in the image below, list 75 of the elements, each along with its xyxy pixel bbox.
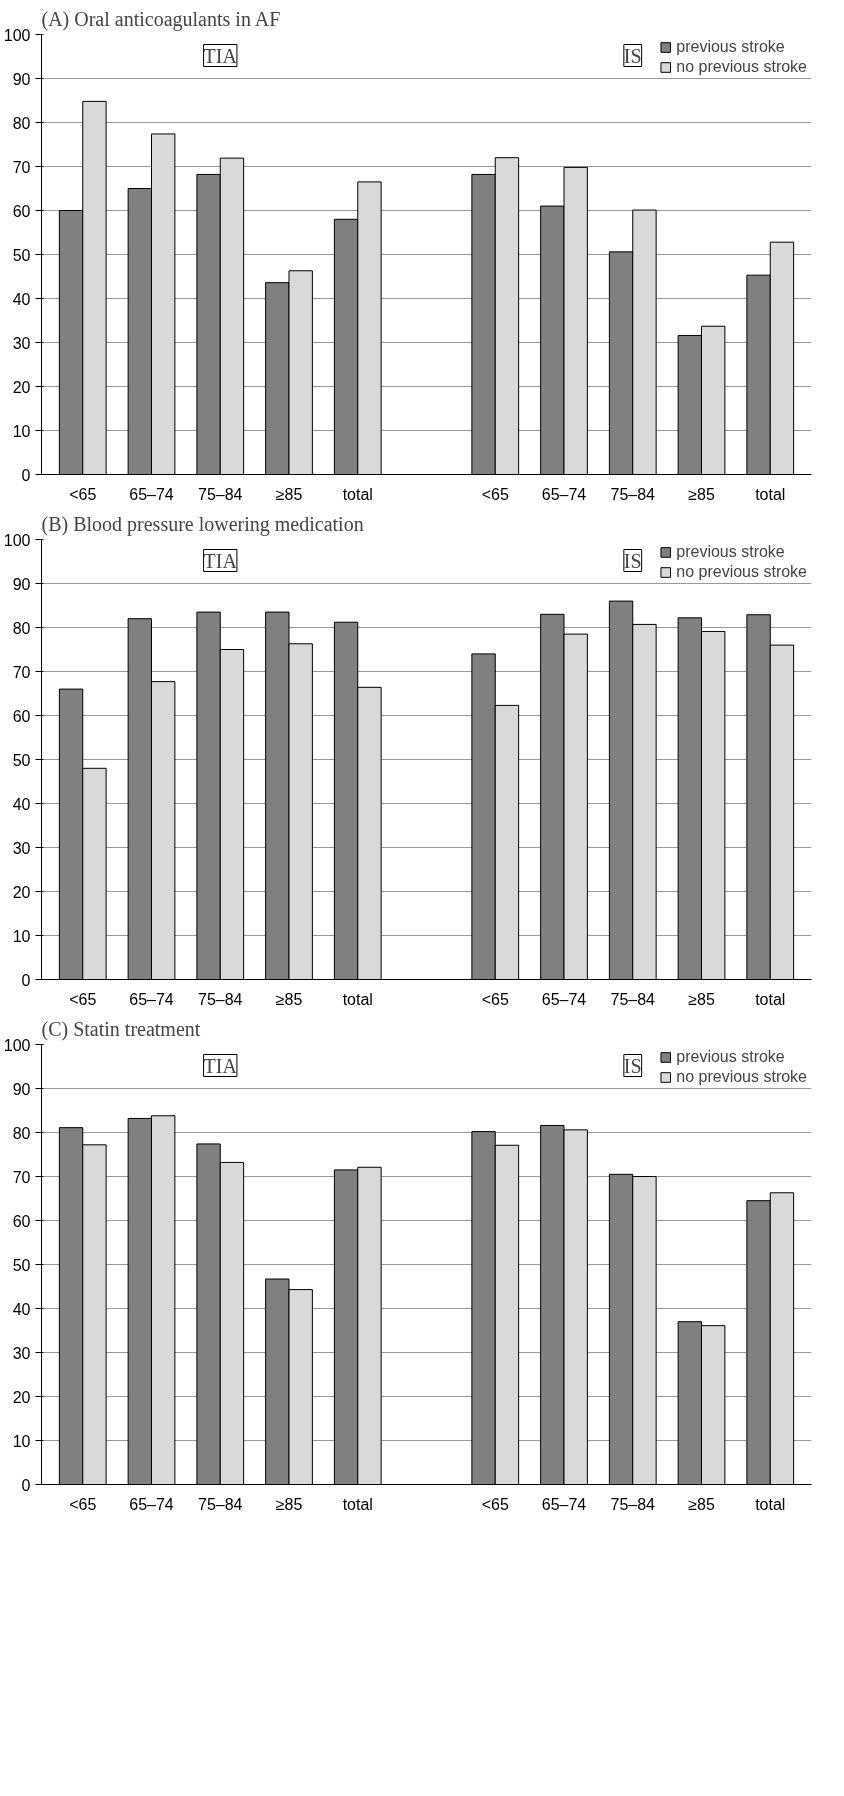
x-tick-label: <65 — [481, 1495, 509, 1513]
y-tick-label: 40 — [12, 1300, 31, 1318]
y-tick-label: 30 — [12, 839, 31, 857]
y-tick-label: 70 — [12, 1168, 31, 1186]
y-tick-label: 40 — [12, 290, 31, 308]
x-tick-label: 65–74 — [541, 1495, 587, 1513]
y-tick-label: 30 — [12, 334, 31, 352]
x-tick-label: ≥85 — [688, 990, 715, 1008]
legend-label: no previous stroke — [676, 58, 807, 76]
y-tick-label: 0 — [21, 466, 31, 484]
y-tick-label: 50 — [12, 751, 31, 769]
x-tick-label: ≥85 — [275, 485, 303, 503]
y-tick-label: 0 — [21, 1476, 31, 1494]
legend-label: previous stroke — [676, 1048, 785, 1066]
x-tick-label: ≥85 — [688, 1495, 715, 1513]
y-tick-label: 50 — [12, 1256, 31, 1274]
y-tick-label: 80 — [12, 1124, 31, 1142]
x-tick-label: total — [755, 990, 786, 1008]
legend-label: no previous stroke — [676, 563, 807, 581]
x-tick-label: 65–74 — [129, 485, 174, 503]
y-tick-label: 100 — [3, 531, 31, 549]
y-tick-label: 0 — [21, 971, 31, 989]
y-tick-label: 90 — [12, 1080, 31, 1098]
annotation: IS — [623, 549, 642, 572]
chart-title: (C) Statin treatment — [41, 1017, 201, 1041]
y-tick-label: 40 — [12, 795, 31, 813]
y-tick-label: 90 — [12, 575, 31, 593]
legend-label: previous stroke — [676, 543, 785, 561]
y-tick-label: 90 — [12, 70, 31, 88]
y-tick-label: 70 — [12, 663, 31, 681]
x-tick-label: 75–84 — [610, 990, 656, 1008]
annotation: IS — [623, 44, 642, 67]
y-tick-label: 80 — [12, 114, 31, 132]
y-tick-label: 80 — [12, 619, 31, 637]
x-tick-label: total — [342, 485, 373, 503]
chart-title: (A) Oral anticoagulants in AF — [41, 7, 281, 31]
x-tick-label: <65 — [69, 990, 97, 1008]
chart-title: (B) Blood pressure lowering medication — [41, 512, 364, 536]
y-tick-label: 10 — [12, 422, 31, 440]
y-tick-label: 30 — [12, 1344, 31, 1362]
x-tick-label: 65–74 — [541, 990, 587, 1008]
y-tick-label: 20 — [12, 1388, 31, 1406]
x-tick-label: total — [342, 990, 373, 1008]
y-tick-label: 20 — [12, 378, 31, 396]
x-tick-label: <65 — [481, 485, 509, 503]
y-tick-label: 20 — [12, 883, 31, 901]
x-tick-label: 75–84 — [610, 1495, 656, 1513]
x-tick-label: 65–74 — [541, 485, 587, 503]
y-tick-label: 10 — [12, 927, 31, 945]
legend-label: no previous stroke — [676, 1068, 807, 1086]
y-tick-label: 50 — [12, 246, 31, 264]
y-tick-label: 60 — [12, 1212, 31, 1230]
x-tick-label: total — [755, 485, 786, 503]
annotation: IS — [623, 1054, 642, 1077]
x-tick-label: total — [755, 1495, 786, 1513]
x-tick-label: 75–84 — [198, 485, 243, 503]
x-tick-label: 75–84 — [198, 1495, 243, 1513]
x-tick-label: 65–74 — [129, 990, 174, 1008]
y-tick-label: 70 — [12, 158, 31, 176]
x-tick-label: <65 — [69, 485, 97, 503]
x-tick-label: total — [342, 1495, 373, 1513]
y-tick-label: 60 — [12, 202, 31, 220]
x-tick-label: ≥85 — [688, 485, 715, 503]
x-tick-label: <65 — [69, 1495, 97, 1513]
y-tick-label: 100 — [3, 1036, 31, 1054]
x-tick-label: 75–84 — [198, 990, 243, 1008]
x-tick-label: ≥85 — [275, 990, 303, 1008]
x-tick-label: 75–84 — [610, 485, 656, 503]
y-tick-label: 100 — [3, 26, 31, 44]
x-tick-label: <65 — [481, 990, 509, 1008]
x-tick-label: 65–74 — [129, 1495, 174, 1513]
legend-label: previous stroke — [676, 38, 785, 56]
y-tick-label: 10 — [12, 1432, 31, 1450]
x-tick-label: ≥85 — [275, 1495, 303, 1513]
y-tick-label: 60 — [12, 707, 31, 725]
